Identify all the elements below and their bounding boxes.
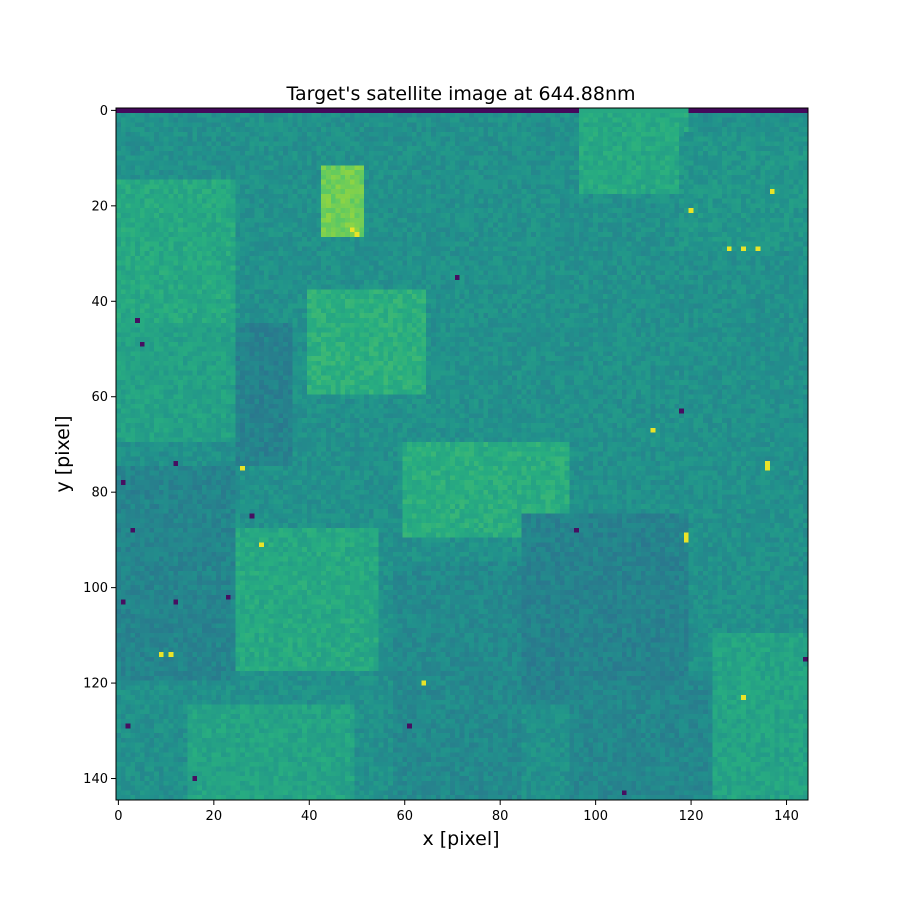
heatmap-raster	[116, 108, 808, 800]
axes-frame	[115, 107, 809, 801]
chart-title: Target's satellite image at 644.88nm	[285, 83, 635, 105]
y-tick-label: 0	[100, 104, 108, 119]
y-tick-label: 20	[91, 199, 108, 214]
y-tick-label: 140	[83, 772, 108, 787]
x-tick-label: 40	[301, 809, 318, 824]
x-tick-label: 20	[206, 809, 223, 824]
x-tick-label: 120	[679, 809, 704, 824]
y-tick-label: 80	[91, 486, 108, 501]
y-tick-label: 40	[91, 295, 108, 310]
heatmap-image	[116, 108, 808, 800]
x-tick-label: 140	[774, 809, 799, 824]
x-axis-ticks: 0 20 40 60 80 100 120 140	[114, 800, 799, 824]
y-axis-label: y [pixel]	[52, 415, 74, 492]
y-tick-label: 60	[91, 390, 108, 405]
x-tick-label: 60	[396, 809, 413, 824]
x-tick-label: 80	[492, 809, 509, 824]
y-tick-label: 100	[83, 581, 108, 596]
x-axis-label: x [pixel]	[422, 828, 499, 850]
y-tick-label: 120	[83, 677, 108, 692]
y-axis-ticks: 0 20 40 60 80 100 120 140	[83, 104, 116, 787]
x-tick-label: 0	[114, 809, 122, 824]
x-tick-label: 100	[583, 809, 608, 824]
axes-spine	[115, 107, 809, 801]
